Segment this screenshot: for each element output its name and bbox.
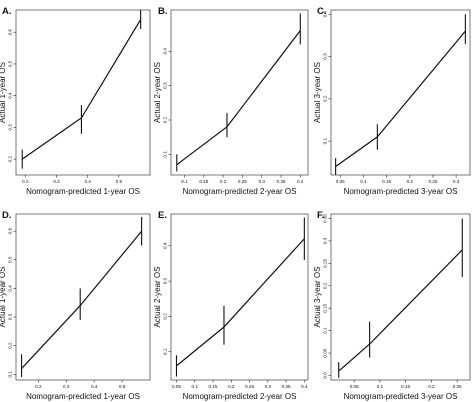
y-axis-label: Actual 2-year OS <box>153 62 162 123</box>
panel-letter: E. <box>158 210 167 221</box>
y-tick-label: 0.35 <box>323 214 328 223</box>
y-axis-label: Actual 3-year OS <box>313 267 322 328</box>
y-tick-label: 0.5 <box>8 60 13 67</box>
x-tick-label: 0.15 <box>209 384 218 389</box>
plot-frame <box>330 9 471 176</box>
x-tick-label: 0.2 <box>35 384 42 389</box>
y-tick-label: 0.4 <box>163 48 168 55</box>
x-tick-label: 0.3 <box>453 179 460 184</box>
x-tick-label: 0.25 <box>453 384 462 389</box>
y-axis-label: Actual 2-year OS <box>153 267 162 328</box>
x-tick-label: 0.4 <box>91 384 98 389</box>
x-tick-label: 0.1 <box>192 384 199 389</box>
x-tick-label: 0.1 <box>377 384 384 389</box>
y-tick-label: 0.05 <box>323 348 328 357</box>
chart-panel-2: B.0.1 0.15 0.2 0.25 0.3 0.35 0.40.10.20.30.4No… <box>153 6 309 196</box>
x-tick-label: 0.5 <box>119 384 126 389</box>
x-tick-label: 0.15 <box>382 179 391 184</box>
y-axis-label: Actual 1-year OS <box>0 267 7 328</box>
y-tick-label: 0.1 <box>163 151 168 158</box>
y-tick-label: 0.0 <box>323 372 328 379</box>
chart-panel-5: E. 0.05 0.1 0.15 0.2 0.25 0.3 0.35 0.4 0.1 0.2 0.3 0… <box>153 210 309 401</box>
x-tick-label: 0.3 <box>265 384 272 389</box>
y-tick-label: 0.1 <box>8 371 13 378</box>
x-tick-label: 0.4 <box>84 179 91 184</box>
panel-letter: B. <box>158 6 168 17</box>
y-tick-label: 0.6 <box>8 228 13 235</box>
plot-frame <box>15 213 151 381</box>
y-tick-label: 0.4 <box>8 92 13 99</box>
x-axis-label: Nomogram-predicted 2-year OS <box>183 392 297 401</box>
x-tick-label: 0.2 <box>220 179 227 184</box>
x-tick-label: 0.3 <box>53 179 60 184</box>
x-tick-label: 0.05 <box>350 384 359 389</box>
x-tick-label: 0.15 <box>401 384 410 389</box>
x-tick-label: 0.25 <box>238 179 247 184</box>
y-tick-label: 0.3 <box>163 82 168 89</box>
y-tick-label: 0.1 <box>323 138 328 145</box>
x-tick-label: 0.2 <box>407 179 414 184</box>
plot-frame <box>15 9 151 176</box>
x-tick-label: 0.05 <box>336 179 345 184</box>
x-axis-label: Nomogram-predicted 3-year OS <box>344 392 458 401</box>
chart-panel-3: C. 0.05 0.1 0.15 0.2 0.25 0.3 0.1 0.2 0.3 0.4 Nomog… <box>313 6 471 196</box>
chart-panel-4: D. 0.2 0.3 0.4 0.5 0.1 0.2 0.3 0.4 0.5 0.6 Nomogram… <box>0 210 151 401</box>
y-tick-label: 0.6 <box>8 29 13 36</box>
y-tick-label: 0.2 <box>163 313 168 320</box>
x-tick-label: 0.35 <box>282 384 291 389</box>
x-tick-label: 0.1 <box>181 179 188 184</box>
x-tick-label: 0.4 <box>297 179 304 184</box>
x-tick-label: 0.25 <box>428 179 437 184</box>
y-tick-label: 0.3 <box>323 237 328 244</box>
x-tick-label: 0.35 <box>277 179 286 184</box>
y-tick-label: 0.2 <box>163 116 168 123</box>
x-tick-label: 0.4 <box>301 384 308 389</box>
y-tick-label: 0.2 <box>323 95 328 102</box>
y-tick-label: 0.3 <box>8 124 13 131</box>
x-tick-label: 0.2 <box>228 384 235 389</box>
x-tick-label: 0.3 <box>63 384 70 389</box>
y-tick-label: 0.3 <box>8 313 13 320</box>
x-tick-label: 0.05 <box>172 384 181 389</box>
panel-letter: C. <box>317 6 327 17</box>
plot-frame <box>170 9 309 176</box>
y-tick-label: 0.2 <box>8 155 13 162</box>
y-tick-label: 0.4 <box>163 242 168 249</box>
y-tick-label: 0.3 <box>323 53 328 60</box>
chart-panel-6: F. 0.05 0.1 0.15 0.2 0.25 0.0 0.05 0.1 0.15 0.2 0.2… <box>313 210 471 401</box>
y-tick-label: 0.3 <box>163 277 168 284</box>
x-axis-label: Nomogram-predicted 2-year OS <box>183 187 297 196</box>
x-axis-label: Nomogram-predicted 3-year OS <box>344 187 458 196</box>
x-tick-label: 0.25 <box>245 384 254 389</box>
y-axis-label: Actual 1-year OS <box>0 62 7 123</box>
y-tick-label: 0.2 <box>8 342 13 349</box>
y-tick-label: 0.1 <box>323 327 328 334</box>
y-tick-label: 0.2 <box>323 282 328 289</box>
y-tick-label: 0.5 <box>8 256 13 263</box>
plot-frame <box>330 213 471 381</box>
x-tick-label: 0.15 <box>199 179 208 184</box>
y-tick-label: 0.4 <box>323 11 328 18</box>
plot-frame <box>170 213 309 381</box>
y-tick-label: 0.4 <box>8 285 13 292</box>
x-axis-label: Nomogram-predicted 1-year OS <box>26 187 140 196</box>
x-tick-label: 0.2 <box>22 179 29 184</box>
x-axis-label: Nomogram-predicted 1-year OS <box>26 392 140 401</box>
panel-letter: F. <box>317 210 324 221</box>
y-axis-label: Actual 3-year OS <box>313 62 322 123</box>
x-tick-label: 0.1 <box>360 179 367 184</box>
panel-letter: A. <box>2 6 12 17</box>
x-tick-label: 0.2 <box>428 384 435 389</box>
y-tick-label: 0.25 <box>323 258 328 267</box>
x-tick-label: 0.3 <box>258 179 265 184</box>
y-tick-label: 0.15 <box>323 303 328 312</box>
y-tick-label: 0.1 <box>163 348 168 355</box>
x-tick-label: 0.5 <box>116 179 123 184</box>
panel-letter: D. <box>2 210 12 221</box>
chart-panel-1: A. 0.2 0.3 0.4 0.5 0.2 0.3 0.4 0.5 0.6 Nomogram-pr… <box>0 6 151 196</box>
